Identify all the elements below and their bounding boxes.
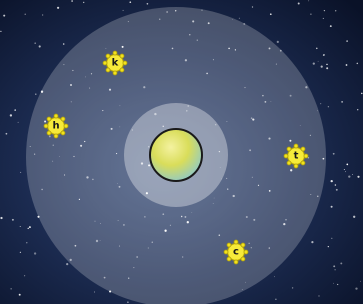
- star: [308, 0, 309, 1]
- star: [328, 246, 329, 247]
- star: [298, 3, 300, 5]
- star: [42, 14, 43, 15]
- star: [357, 176, 359, 178]
- star: [20, 226, 21, 227]
- star: [71, 0, 73, 2]
- letter-badge[interactable]: h: [44, 114, 68, 138]
- star: [333, 153, 335, 155]
- star: [57, 7, 59, 9]
- star: [336, 189, 338, 191]
- star: [94, 291, 95, 292]
- star: [274, 276, 275, 277]
- star: [127, 301, 129, 303]
- star: [19, 294, 21, 296]
- star: [334, 269, 335, 270]
- badge-letter: h: [52, 121, 59, 132]
- star: [83, 2, 84, 3]
- star: [318, 295, 319, 296]
- letter-badge[interactable]: c: [224, 240, 248, 264]
- star: [331, 206, 333, 208]
- star: [331, 180, 333, 182]
- star: [313, 62, 315, 64]
- star: [344, 169, 345, 170]
- star: [34, 42, 36, 44]
- star: [311, 241, 313, 243]
- star: [335, 184, 337, 186]
- star: [11, 288, 12, 289]
- star: [361, 93, 363, 95]
- star: [340, 262, 342, 264]
- star: [335, 10, 336, 11]
- star: [360, 281, 361, 282]
- star: [275, 299, 276, 300]
- star: [20, 172, 21, 173]
- star: [277, 41, 279, 43]
- star: [35, 94, 36, 95]
- star: [333, 265, 335, 267]
- star: [20, 252, 21, 253]
- star: [25, 14, 26, 15]
- star: [39, 45, 41, 47]
- letter-badge[interactable]: t: [284, 144, 308, 168]
- star: [29, 226, 31, 228]
- star: [270, 13, 272, 15]
- star: [66, 263, 68, 265]
- star: [353, 216, 355, 218]
- star: [346, 64, 348, 66]
- badge-letter: t: [294, 151, 299, 162]
- star: [352, 174, 353, 175]
- star: [330, 25, 332, 27]
- star: [34, 252, 36, 254]
- star: [346, 40, 348, 42]
- star: [318, 61, 319, 62]
- star: [0, 31, 1, 32]
- star: [123, 10, 124, 11]
- planet: [150, 129, 202, 181]
- star: [28, 228, 29, 229]
- star: [324, 10, 325, 11]
- star: [345, 171, 346, 172]
- star: [331, 238, 332, 239]
- star: [341, 101, 343, 103]
- star: [63, 43, 65, 45]
- star: [323, 18, 324, 19]
- star: [355, 287, 357, 289]
- star: [292, 287, 293, 288]
- star: [346, 164, 348, 166]
- star: [348, 175, 350, 177]
- star: [316, 48, 317, 49]
- star: [14, 109, 16, 111]
- star: [26, 242, 27, 243]
- star: [328, 106, 329, 107]
- badge-letter: k: [112, 58, 119, 69]
- star: [10, 114, 12, 116]
- star: [252, 6, 253, 7]
- star: [326, 67, 328, 69]
- star: [337, 284, 338, 285]
- star: [18, 122, 19, 123]
- badge-letter: c: [233, 247, 239, 258]
- letter-badge[interactable]: k: [103, 51, 127, 75]
- star: [239, 18, 240, 19]
- star: [357, 63, 359, 65]
- star: [24, 275, 25, 276]
- star: [0, 217, 2, 219]
- star: [323, 54, 324, 55]
- game-scene: k h t c: [0, 0, 363, 304]
- star: [333, 283, 334, 284]
- star: [357, 109, 358, 110]
- star: [12, 219, 14, 221]
- star: [6, 133, 8, 135]
- star: [320, 103, 321, 104]
- star: [147, 3, 149, 5]
- star: [321, 66, 323, 68]
- star: [310, 14, 311, 15]
- star: [3, 15, 5, 17]
- star: [129, 1, 131, 3]
- star: [326, 64, 327, 65]
